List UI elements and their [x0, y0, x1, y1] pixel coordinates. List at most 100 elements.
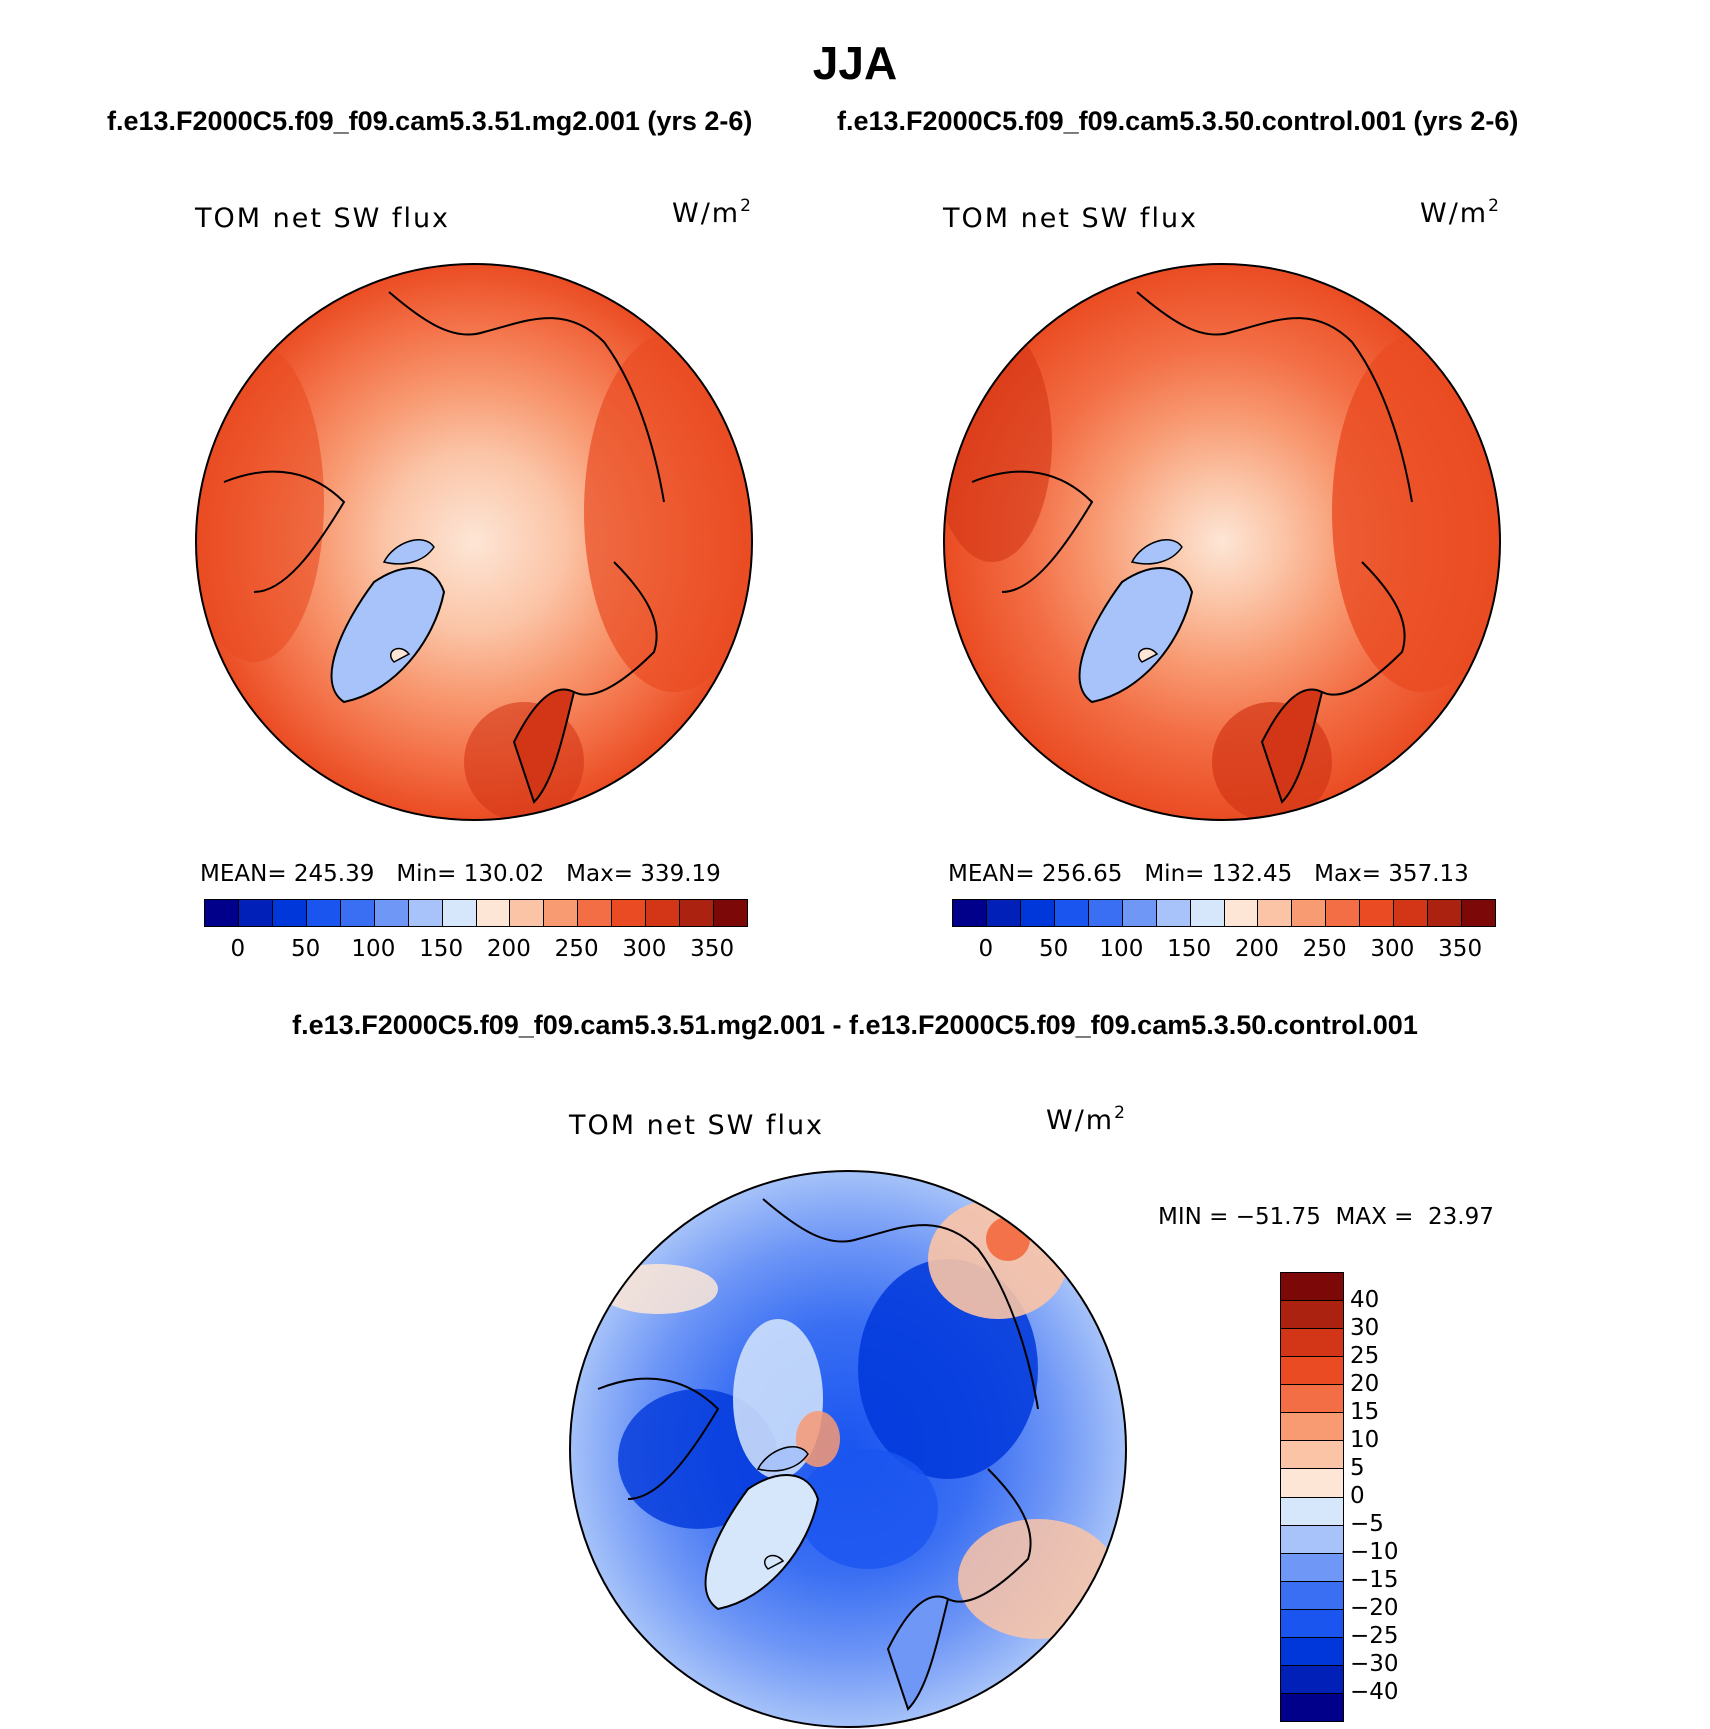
colorbar-box	[205, 900, 239, 926]
colorbar-box	[1360, 900, 1395, 926]
colorbar-box	[1281, 1329, 1343, 1358]
colorbar-box	[1281, 1273, 1343, 1302]
colorbar-box	[1292, 900, 1327, 926]
diff-unit-label: W/m2	[1046, 1103, 1127, 1136]
colorbar-box	[442, 900, 477, 926]
colorbar-box	[1281, 1553, 1343, 1582]
colorbar-tick-label: 5	[1350, 1455, 1365, 1481]
panel1-stats: MEAN= 245.39 Min= 130.02 Max= 339.19	[200, 861, 721, 887]
colorbar-box	[374, 900, 409, 926]
diff-variable-label: TOM net SW flux	[569, 1110, 825, 1141]
panel1-colorbar	[204, 899, 748, 927]
colorbar-box	[272, 900, 307, 926]
panel2-coastline	[1136, 291, 1413, 503]
colorbar-tick-label: 15	[1350, 1399, 1380, 1425]
colorbar-box	[1281, 1469, 1343, 1498]
colorbar-box	[1281, 1357, 1343, 1386]
panel2-colorbar-ticks: 0 50 100 150 200 250 300 350	[952, 936, 1494, 966]
colorbar-box	[1190, 900, 1225, 926]
colorbar-box	[714, 900, 747, 926]
main-title: JJA	[812, 37, 898, 89]
panel1-polar-map	[195, 263, 753, 821]
colorbar-box	[1281, 1301, 1343, 1330]
colorbar-tick-label: 50	[290, 936, 321, 962]
difference-title: f.e13.F2000C5.f09_f09.cam5.3.51.mg2.001 …	[292, 1010, 1418, 1040]
colorbar-tick-label: 10	[1350, 1427, 1380, 1453]
diff-minmax: MIN = −51.75 MAX = 23.97	[1158, 1204, 1494, 1230]
case-a-title: f.e13.F2000C5.f09_f09.cam5.3.51.mg2.001 …	[107, 106, 753, 136]
diff-coastline	[762, 1198, 1039, 1410]
colorbar-tick-label: 200	[486, 936, 531, 962]
colorbar-box	[612, 900, 647, 926]
colorbar-box	[1394, 900, 1429, 926]
panel2-polar-map	[943, 263, 1501, 821]
colorbar-box	[680, 900, 715, 926]
colorbar-tick-label: 250	[1302, 936, 1347, 962]
diff-greenland	[704, 1474, 820, 1611]
colorbar-box	[1156, 900, 1191, 926]
colorbar-box	[1281, 1665, 1343, 1694]
colorbar-tick-label: −30	[1350, 1651, 1399, 1677]
colorbar-box	[1281, 1441, 1343, 1470]
panel2-unit-label: W/m2	[1420, 196, 1501, 229]
case-b-title: f.e13.F2000C5.f09_f09.cam5.3.50.control.…	[837, 106, 1519, 136]
colorbar-box	[646, 900, 681, 926]
colorbar-box	[476, 900, 511, 926]
panel1-colorbar-ticks: 0 50 100 150 200 250 300 350	[204, 936, 746, 966]
colorbar-box	[1462, 900, 1495, 926]
diff-polar-map	[569, 1170, 1127, 1728]
colorbar-box	[1122, 900, 1157, 926]
colorbar-box	[953, 900, 987, 926]
colorbar-box	[1281, 1609, 1343, 1638]
colorbar-tick-label: 40	[1350, 1287, 1380, 1313]
colorbar-tick-label: 200	[1234, 936, 1279, 962]
colorbar-box	[1281, 1693, 1343, 1721]
panel2-stats: MEAN= 256.65 Min= 132.45 Max= 357.13	[948, 861, 1469, 887]
colorbar-box	[986, 900, 1021, 926]
panel1-coastline	[388, 291, 665, 503]
diff-colorbar-ticks: 40 30 25 20 15 10 5 0 −5 −10 −15 −20 −25 −30 −40	[1350, 1272, 1430, 1720]
colorbar-box	[1281, 1497, 1343, 1526]
colorbar-tick-label: −25	[1350, 1623, 1399, 1649]
colorbar-box	[1281, 1637, 1343, 1666]
colorbar-box	[1054, 900, 1089, 926]
colorbar-box	[306, 900, 341, 926]
panel2-variable-label: TOM net SW flux	[943, 203, 1199, 234]
colorbar-tick-label: 150	[419, 936, 464, 962]
colorbar-tick-label: 100	[351, 936, 396, 962]
colorbar-box	[1020, 900, 1055, 926]
colorbar-box	[544, 900, 579, 926]
colorbar-tick-label: 350	[690, 936, 735, 962]
colorbar-tick-label: −15	[1350, 1567, 1399, 1593]
colorbar-box	[1088, 900, 1123, 926]
diff-colorbar	[1280, 1272, 1344, 1722]
colorbar-box	[1258, 900, 1293, 926]
panel1-variable-label: TOM net SW flux	[195, 203, 451, 234]
colorbar-box	[1281, 1413, 1343, 1442]
colorbar-box	[1281, 1385, 1343, 1414]
colorbar-tick-label: 0	[978, 936, 994, 962]
colorbar-tick-label: −40	[1350, 1679, 1399, 1705]
colorbar-tick-label: 350	[1438, 936, 1483, 962]
colorbar-box	[1326, 900, 1361, 926]
colorbar-tick-label: 100	[1099, 936, 1144, 962]
panel1-unit-label: W/m2	[672, 196, 753, 229]
panel2-colorbar	[952, 899, 1496, 927]
colorbar-box	[578, 900, 613, 926]
colorbar-tick-label: 150	[1167, 936, 1212, 962]
colorbar-tick-label: 250	[554, 936, 599, 962]
colorbar-tick-label: 300	[622, 936, 667, 962]
colorbar-tick-label: 30	[1350, 1315, 1380, 1341]
colorbar-box	[408, 900, 443, 926]
colorbar-box	[1224, 900, 1259, 926]
colorbar-tick-label: 300	[1370, 936, 1415, 962]
panel2-greenland	[1078, 567, 1194, 704]
panel1-greenland	[330, 567, 446, 704]
colorbar-tick-label: 0	[1350, 1483, 1365, 1509]
colorbar-tick-label: 50	[1038, 936, 1069, 962]
colorbar-tick-label: 0	[230, 936, 246, 962]
colorbar-tick-label: −20	[1350, 1595, 1399, 1621]
colorbar-box	[1281, 1581, 1343, 1610]
colorbar-tick-label: −10	[1350, 1539, 1399, 1565]
colorbar-tick-label: −5	[1350, 1511, 1384, 1537]
